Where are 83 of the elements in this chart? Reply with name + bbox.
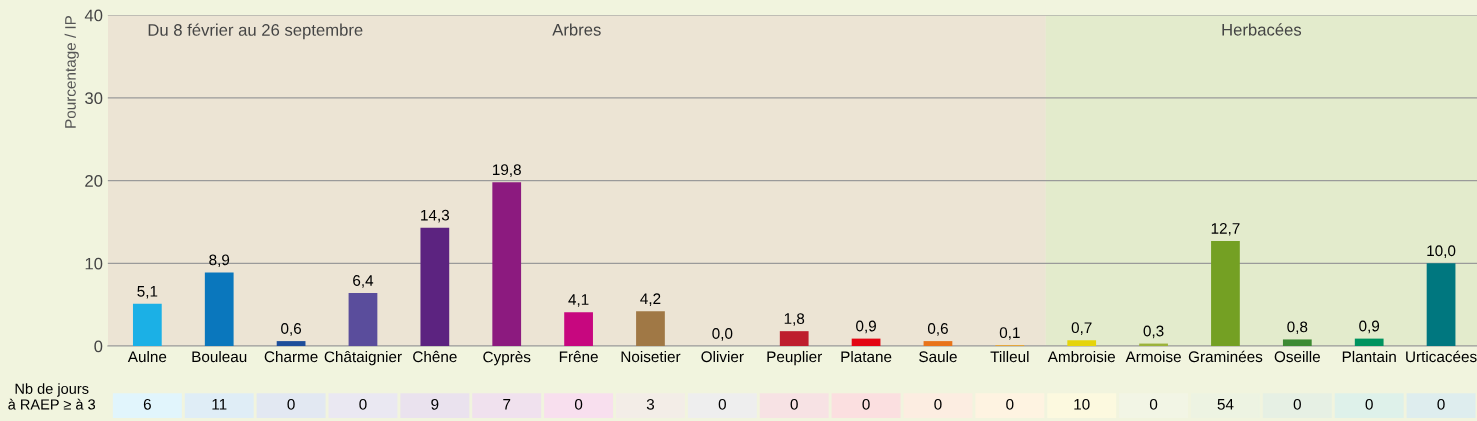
band-label: Arbres — [552, 23, 601, 36]
data-label: 8,9 — [209, 254, 230, 268]
x-tick-label: Armoise — [1125, 350, 1181, 363]
bar — [132, 303, 162, 347]
bar — [923, 341, 953, 347]
text: 0 — [359, 398, 367, 410]
text: 3 — [646, 398, 655, 410]
data-label: 1,8 — [784, 313, 805, 326]
data-label: 0,0 — [712, 328, 733, 341]
text: 0 — [1365, 398, 1373, 410]
band-label: Herbacées — [1222, 23, 1302, 36]
bar — [492, 182, 522, 347]
text: 54 — [1217, 399, 1234, 410]
data-label: 0,7 — [1071, 322, 1092, 335]
text: 11 — [212, 399, 227, 410]
annotation: Du 8 février au 26 septembre — [148, 23, 363, 40]
x-tick-label: Cyprès — [483, 350, 531, 366]
data-label: 19,8 — [493, 164, 521, 177]
x-tick-label: Frêne — [559, 350, 598, 363]
y-tick-label: 40 — [84, 9, 103, 22]
text: 0 — [1006, 398, 1014, 410]
bar — [1426, 263, 1456, 347]
y-tick-label: 20 — [85, 175, 103, 187]
x-tick-label: Olivier — [701, 350, 744, 363]
bar — [564, 312, 593, 347]
x-tick-label: Plantain — [1342, 350, 1396, 363]
y-tick-label: 10 — [85, 257, 103, 270]
x-tick-label: Saule — [919, 350, 957, 363]
data-label: 0,1 — [999, 327, 1020, 340]
data-label: 0,8 — [1287, 321, 1308, 335]
x-tick-label: Graminées — [1188, 350, 1263, 363]
text: 6 — [143, 398, 151, 410]
y-axis-title: Pourcentage / IP — [64, 15, 79, 128]
x-tick-label: Oseille — [1274, 350, 1320, 363]
x-tick-label: Châtaignier — [324, 350, 402, 366]
data-label: 12,7 — [1211, 222, 1240, 236]
y-tick-label: 0 — [94, 340, 103, 353]
x-tick-label: Charme — [264, 350, 318, 363]
bar — [1211, 241, 1240, 347]
text: 0 — [287, 398, 295, 410]
x-tick-label: Ambroisie — [1047, 350, 1115, 363]
data-label: 5,1 — [137, 286, 158, 299]
text: 0 — [1149, 398, 1158, 410]
text: 9 — [431, 398, 439, 410]
bar — [779, 331, 809, 347]
data-label: 4,2 — [640, 293, 661, 306]
bar — [420, 227, 450, 347]
bar — [1067, 340, 1097, 347]
x-tick-label: Tilleul — [990, 350, 1029, 363]
text: 0 — [1293, 398, 1301, 410]
data-label: 0,9 — [1359, 320, 1380, 334]
data-label: 10,0 — [1427, 245, 1456, 258]
bar — [348, 293, 378, 347]
data-label: 0,6 — [927, 323, 948, 336]
text: Nb de jours à RAEP ≥ à 3 — [8, 383, 96, 410]
bar — [851, 338, 881, 347]
bar — [276, 341, 306, 347]
x-tick-label: Bouleau — [192, 350, 247, 363]
bar — [1282, 339, 1312, 347]
x-tick-label: Peuplier — [767, 350, 822, 366]
x-tick-label: Urticacées — [1406, 350, 1477, 363]
data-label: 4,1 — [568, 294, 589, 307]
text: 0 — [790, 398, 798, 410]
text: 7 — [503, 399, 511, 410]
bar — [1354, 338, 1384, 347]
data-label: 0,6 — [281, 323, 302, 336]
text: 0 — [1437, 398, 1445, 410]
data-label: 14,3 — [421, 209, 450, 223]
bar — [204, 272, 234, 347]
y-tick-label: 30 — [85, 92, 103, 105]
data-label: 6,4 — [353, 275, 374, 288]
x-tick-label: Aulne — [127, 350, 167, 363]
data-label: 0,9 — [856, 320, 876, 334]
data-label: 0,3 — [1143, 325, 1164, 339]
x-tick-label: Chêne — [413, 350, 457, 363]
text: 10 — [1074, 398, 1090, 410]
bar — [636, 311, 665, 347]
text: 0 — [574, 398, 583, 410]
x-tick-label: Platane — [841, 350, 892, 363]
text: 0 — [862, 398, 870, 410]
text: 0 — [718, 398, 726, 410]
x-tick-label: Noisetier — [621, 350, 681, 363]
text: 0 — [934, 398, 942, 410]
